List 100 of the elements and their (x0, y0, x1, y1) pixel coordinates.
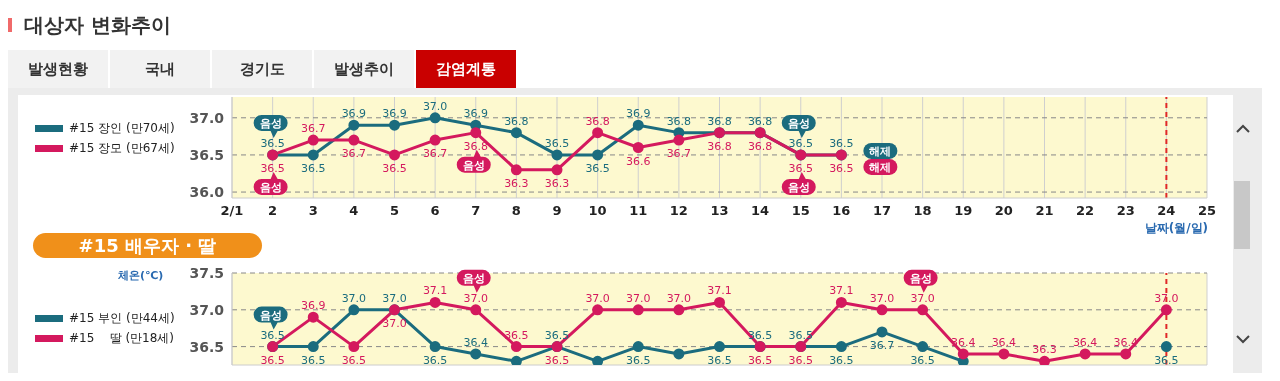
data-label: 36.3 (1032, 343, 1057, 357)
data-label: 36.9 (626, 107, 651, 121)
y-tick-label: 36.5 (189, 146, 224, 163)
speech-bubble: 음성 (903, 269, 938, 293)
data-label: 36.3 (544, 176, 570, 190)
annotation: 음성 (909, 271, 932, 285)
data-label: 37.0 (1154, 291, 1179, 305)
data-label: 36.4 (1072, 335, 1098, 349)
x-tick-label: 18 (913, 203, 932, 219)
data-label: 36.5 (626, 353, 651, 367)
speech-bubble: 음성 (253, 306, 288, 330)
data-label: 36.5 (260, 353, 285, 367)
x-tick-label: 12 (669, 203, 688, 219)
data-label: 37.0 (382, 291, 407, 305)
data-label: 36.5 (544, 353, 570, 367)
annotation: 음성 (259, 180, 282, 194)
x-tick-label: 25 (1197, 203, 1217, 219)
data-label: 36.9 (463, 107, 488, 121)
x-tick-label: 21 (1035, 203, 1054, 219)
x-tick-label: 15 (791, 203, 810, 219)
x-tick-label: 20 (994, 203, 1013, 219)
data-label: 36.5 (788, 328, 813, 342)
data-label: 36.5 (829, 136, 854, 150)
speech-bubble: 음성 (781, 171, 816, 195)
x-tick-label: 2/1 (220, 203, 244, 219)
x-tick-label: 23 (1116, 203, 1135, 219)
speech-bubble: 음성 (253, 114, 288, 138)
annotation: 음성 (462, 271, 485, 285)
chart-title: #15 배우자 · 딸 (33, 233, 262, 258)
y-tick-label: 37.5 (189, 264, 224, 281)
data-label: 36.5 (382, 161, 407, 175)
data-label: 36.7 (341, 147, 367, 161)
data-label: 36.8 (747, 114, 773, 128)
legend-label: #15 부인 (만44세) (69, 310, 175, 327)
data-label: 36.5 (1154, 353, 1179, 367)
x-tick-label: 5 (389, 203, 400, 219)
y-tick-label: 36.5 (189, 338, 224, 355)
x-tick-label: 7 (471, 203, 481, 219)
data-label: 36.5 (788, 353, 813, 367)
data-label: 36.5 (910, 353, 935, 367)
data-label: 36.8 (747, 139, 773, 153)
x-tick-label: 6 (430, 203, 440, 219)
data-label: 37.0 (341, 291, 367, 305)
data-label: 37.0 (463, 291, 488, 305)
y-axis-title: 체온(℃) (118, 268, 164, 283)
data-label: 36.4 (463, 335, 488, 349)
data-label: 36.5 (707, 353, 732, 367)
speech-bubble: 음성 (253, 171, 288, 195)
data-label: 37.0 (626, 291, 651, 305)
data-label: 36.3 (504, 176, 529, 190)
x-tick-label: 4 (349, 203, 359, 219)
x-tick-label: 13 (710, 203, 729, 219)
x-tick-label: 24 (1157, 203, 1176, 219)
data-label: 36.8 (707, 139, 732, 153)
data-label: 36.9 (382, 107, 407, 121)
x-tick-label: 9 (552, 203, 562, 219)
speech-bubble: 음성 (456, 149, 491, 173)
y-tick-label: 37.0 (189, 109, 225, 126)
x-tick-label: 2 (268, 203, 278, 219)
data-label: 36.5 (585, 161, 610, 175)
data-label: 36.7 (422, 147, 448, 161)
data-label: 36.5 (260, 136, 285, 150)
text: 경기도 (212, 50, 312, 88)
annotation: 해제 (869, 160, 892, 174)
data-label: 36.8 (666, 114, 692, 128)
x-tick-label: 10 (588, 203, 607, 219)
data-label: 36.9 (301, 299, 326, 313)
data-label: 36.6 (626, 154, 651, 168)
data-label: 37.0 (422, 99, 448, 113)
speech-bubble: 음성 (781, 114, 816, 138)
data-label: 36.9 (341, 107, 367, 121)
y-tick-label: 36.0 (189, 184, 225, 201)
legend-label: #15 장모 (만67세) (69, 140, 175, 157)
speech-bubble: 해제 (863, 158, 898, 175)
data-label: 36.7 (301, 122, 326, 136)
annotation: 음성 (462, 158, 485, 172)
x-axis-title: 날짜(월/일) (1143, 220, 1208, 237)
data-label: 36.5 (747, 328, 773, 342)
annotation: 음성 (259, 116, 282, 130)
data-label: 36.7 (869, 338, 895, 352)
annotation: 음성 (787, 180, 810, 194)
y-tick-label: 37.0 (189, 301, 225, 318)
data-label: 37.1 (707, 284, 732, 298)
data-label: 37.0 (869, 291, 895, 305)
text: 발생추이 (314, 50, 414, 88)
data-label: 36.5 (260, 328, 285, 342)
data-label: 36.5 (301, 161, 326, 175)
data-label: 36.5 (544, 136, 570, 150)
x-tick-label: 19 (954, 203, 973, 219)
data-label: 36.8 (585, 114, 610, 128)
data-label: 36.5 (829, 161, 854, 175)
legend-label: #15 딸 (만18세) (69, 330, 175, 347)
x-tick-label: 11 (629, 203, 648, 219)
speech-bubble: 해제 (863, 142, 898, 159)
speech-bubble: 음성 (456, 269, 491, 293)
x-tick-label: 16 (832, 203, 851, 219)
data-label: 36.5 (788, 136, 813, 150)
x-tick-label: 22 (1076, 203, 1095, 219)
x-tick-label: 3 (308, 203, 318, 219)
annotation: 음성 (787, 116, 810, 130)
